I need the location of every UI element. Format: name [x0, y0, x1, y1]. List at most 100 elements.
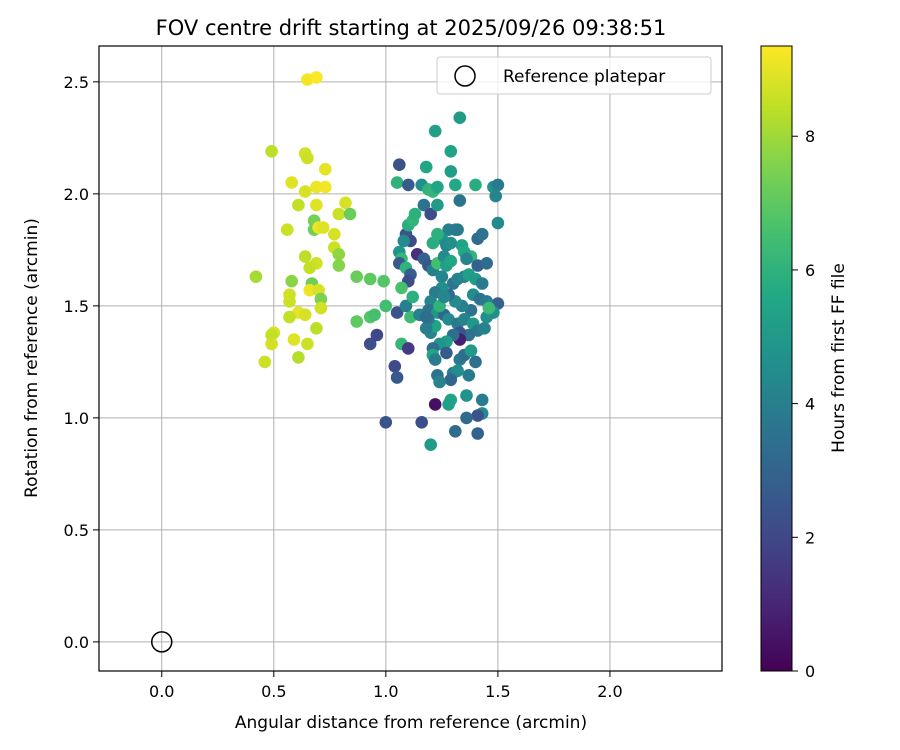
data-point	[319, 162, 332, 176]
plot-frame	[98, 45, 723, 672]
data-point	[462, 369, 476, 382]
data-point	[433, 375, 446, 389]
data-point	[444, 254, 458, 268]
legend-marker	[454, 65, 476, 87]
data-point	[478, 322, 491, 335]
data-point	[292, 198, 305, 212]
data-point	[419, 322, 433, 335]
data-points	[249, 71, 505, 452]
data-point	[460, 252, 473, 266]
colorbar-ticks: 0 2 4 6 8	[792, 127, 815, 681]
data-point	[363, 272, 377, 286]
data-point	[301, 151, 314, 165]
data-point	[388, 360, 402, 373]
data-point	[451, 364, 464, 378]
x-axis-ticks: 0.0 0.5 1.0 1.5 2.0	[149, 671, 623, 701]
data-point	[491, 216, 505, 230]
data-point	[283, 310, 296, 324]
data-point	[370, 328, 384, 342]
data-point	[431, 180, 444, 194]
data-point	[469, 178, 482, 192]
data-point	[489, 189, 503, 203]
y-axis-label: Rotation from reference (arcmin)	[22, 218, 42, 498]
data-point	[442, 223, 455, 236]
reference-marker-layer	[150, 631, 173, 653]
data-point	[280, 223, 294, 236]
data-point	[390, 306, 404, 319]
data-point	[258, 355, 272, 369]
y-tick-label: 0.5	[64, 521, 89, 540]
x-axis-label: Angular distance from reference (arcmin)	[235, 713, 587, 733]
data-point	[393, 158, 406, 171]
colorbar-tick-label: 2	[805, 528, 815, 547]
data-point	[475, 227, 489, 241]
colorbar-tick-label: 8	[805, 127, 815, 146]
data-point	[402, 178, 415, 192]
y-axis-ticks: 0.0 0.5 1.0 1.5 2.0 2.5	[64, 73, 99, 652]
y-tick-label: 1.0	[64, 409, 89, 428]
y-tick-label: 0.0	[64, 633, 89, 652]
x-tick-label: 0.5	[261, 682, 286, 701]
y-tick-label: 2.5	[64, 73, 89, 92]
data-point	[310, 180, 323, 194]
x-tick-label: 1.0	[373, 682, 398, 701]
data-point	[350, 270, 364, 284]
data-point	[431, 227, 444, 241]
data-point	[314, 301, 328, 315]
x-tick-label: 2.0	[597, 682, 622, 701]
data-point	[310, 71, 323, 84]
data-point	[475, 277, 489, 290]
data-point	[482, 301, 496, 315]
data-point	[424, 207, 438, 221]
data-point	[395, 281, 408, 295]
colorbar-tick-label: 6	[805, 261, 815, 280]
data-point	[408, 207, 422, 221]
data-point	[397, 234, 411, 248]
data-point	[424, 438, 438, 452]
data-point	[301, 337, 314, 351]
data-point	[453, 111, 467, 124]
data-point	[444, 373, 458, 387]
data-point	[453, 194, 467, 207]
legend-label: Reference platepar	[503, 67, 665, 87]
data-point	[402, 342, 415, 355]
data-point	[332, 248, 346, 261]
data-point	[399, 299, 413, 313]
data-point	[428, 124, 442, 138]
data-point	[480, 257, 494, 270]
data-point	[444, 236, 458, 250]
data-point	[444, 165, 458, 178]
x-tick-label: 1.5	[485, 682, 510, 701]
colorbar	[760, 45, 793, 672]
reference-point-marker	[150, 631, 173, 653]
data-point	[379, 299, 393, 313]
data-point	[475, 393, 489, 407]
legend-box	[436, 56, 712, 95]
data-point	[449, 178, 462, 192]
data-point	[431, 198, 444, 212]
data-point	[460, 389, 473, 402]
data-point	[440, 346, 453, 360]
data-point	[377, 274, 390, 288]
data-point	[419, 310, 433, 324]
colorbar-label: Hours from first FF file	[829, 263, 849, 453]
data-point	[460, 411, 473, 425]
data-point	[303, 261, 317, 275]
colorbar-tick-label: 0	[805, 662, 815, 681]
data-point	[265, 145, 278, 158]
data-point	[310, 322, 323, 335]
data-point	[287, 333, 301, 346]
data-point	[332, 207, 346, 221]
data-point	[265, 337, 278, 351]
data-point	[303, 283, 317, 297]
data-point	[419, 160, 433, 174]
data-point	[328, 227, 341, 241]
data-point	[471, 409, 485, 422]
data-point	[444, 145, 458, 158]
data-point	[469, 355, 482, 369]
data-point	[249, 270, 263, 284]
data-point	[464, 344, 478, 358]
data-point	[437, 290, 451, 304]
data-point	[339, 196, 352, 210]
